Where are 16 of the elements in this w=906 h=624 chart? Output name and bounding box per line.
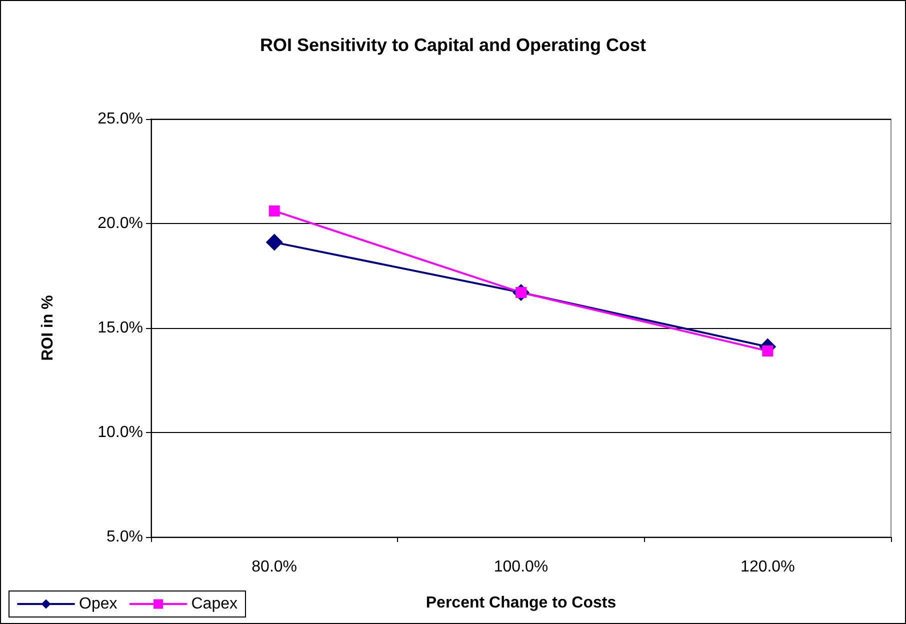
point — [268, 205, 280, 216]
y-axis-title: ROI in % — [40, 295, 56, 361]
legend-label: Capex — [191, 596, 238, 612]
y-tick-label: 5.0% — [106, 528, 143, 546]
y-tick-label: 10.0% — [98, 424, 143, 441]
y-tick-label: 25.0% — [98, 110, 143, 128]
legend-label: Opex — [79, 596, 118, 612]
chart-title: ROI Sensitivity to Capital and Operating Cost — [260, 35, 646, 55]
y-tick-label: 15.0% — [98, 320, 143, 336]
point — [266, 234, 283, 251]
x-tick-label: 80.0% — [252, 558, 298, 576]
point — [762, 345, 774, 356]
x-tick-label: 120.0% — [740, 558, 795, 576]
y-tick-label: 20.0% — [98, 215, 143, 232]
x-axis-title: Percent Change to Costs — [426, 594, 616, 612]
x-tick-label: 100.0% — [494, 558, 548, 576]
